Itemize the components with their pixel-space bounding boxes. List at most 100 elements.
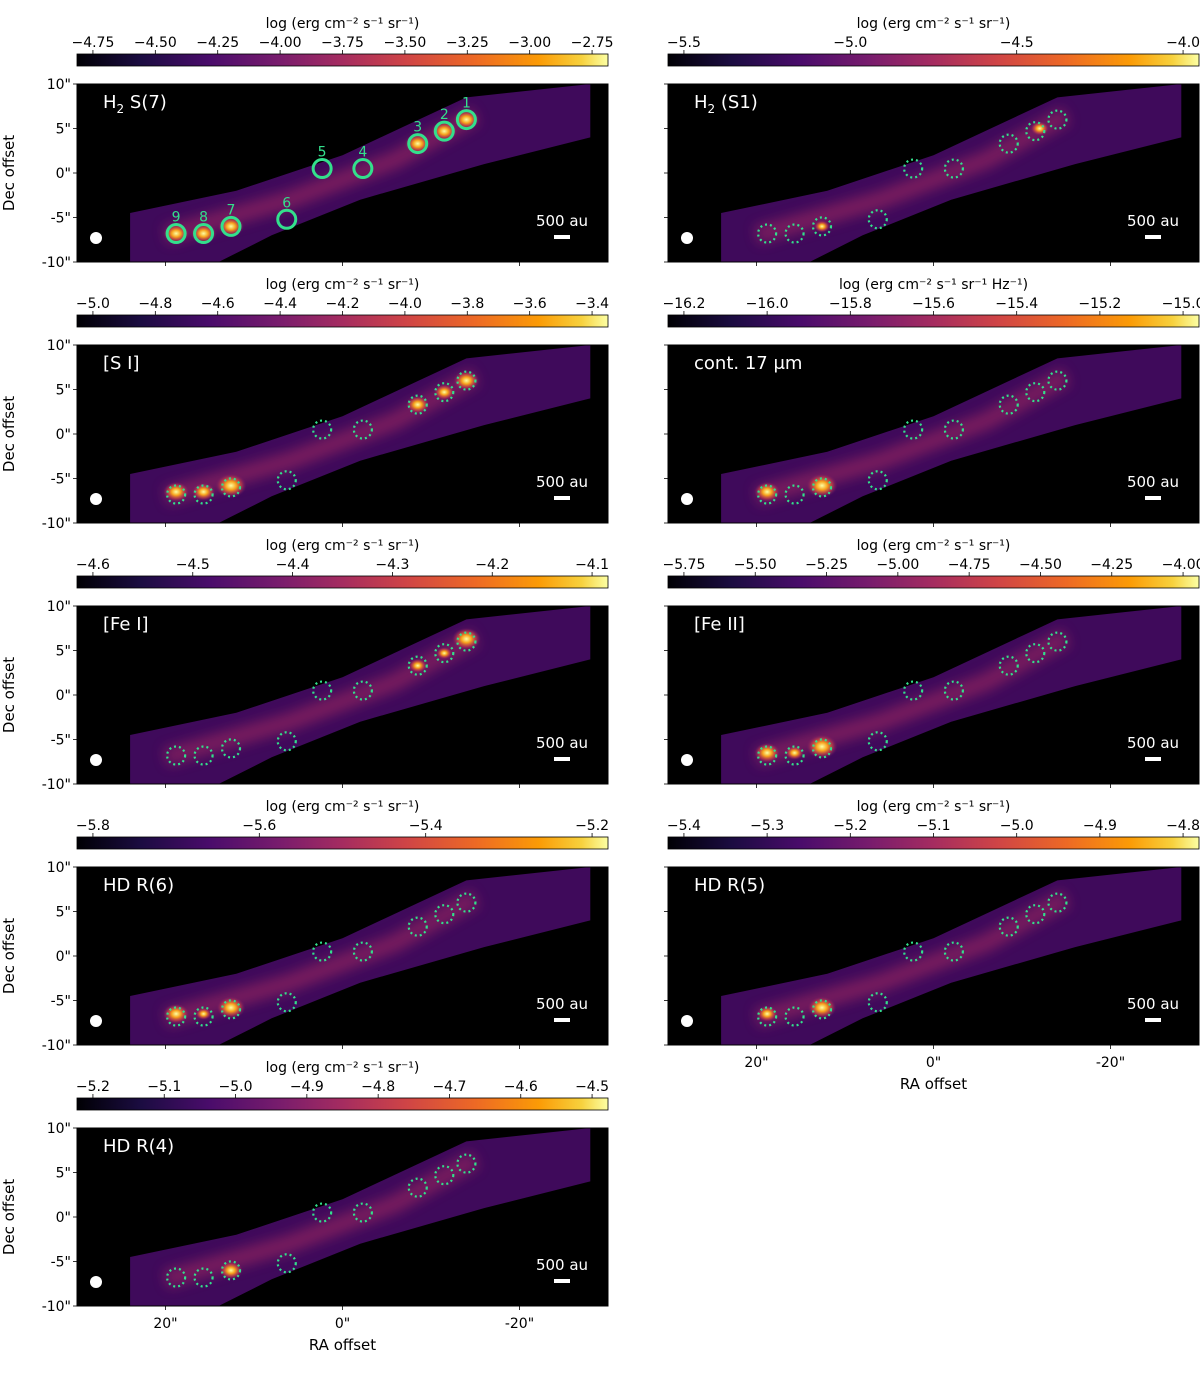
aperture-5 (903, 941, 924, 962)
panel-2: −5.5 −5.0 −4.5 −4.0 log (erg cm⁻² s⁻¹ sr⁻¹) H… (664, 16, 1200, 266)
panel-frame (76, 344, 609, 524)
panels-root: −4.75 −4.50 −4.25 −4.00 −3.75 −3.50 −3.25 −3.00… (0, 16, 1200, 1354)
colorbar-tick-label: −5.5 (667, 35, 701, 51)
y-axis-label: Dec offset (0, 657, 18, 733)
emission-knot (814, 220, 830, 233)
beam-marker (681, 232, 693, 244)
aperture-7 (811, 999, 833, 1020)
aperture-4 (943, 158, 964, 179)
aperture-label: 9 (172, 210, 181, 226)
aperture-5 (312, 419, 333, 440)
aperture-4 (943, 941, 964, 962)
colorbar-tick-label: −4.5 (575, 1079, 609, 1095)
scale-bar (554, 235, 570, 239)
colorbar-tick-label: −4.1 (575, 557, 609, 573)
y-tick-label: -10" (42, 516, 71, 532)
aperture-5 (903, 680, 924, 701)
aperture-9 (757, 745, 778, 766)
emission-knot (806, 473, 838, 498)
aperture-8 (784, 1006, 805, 1027)
y-tick-label: 10" (47, 1121, 71, 1137)
emission-knot (785, 745, 804, 760)
aperture-3 (998, 394, 1019, 415)
colorbar (667, 836, 1200, 850)
aperture-3 (407, 655, 428, 676)
y-tick-label: 5" (56, 1166, 71, 1182)
scale-bar (554, 1018, 570, 1022)
panel-6: −5.75 −5.50 −5.25 −5.00 −4.75 −4.50 −4.25 −4.00… (662, 538, 1200, 788)
scale-bar (1145, 235, 1161, 239)
aperture-5 (903, 419, 924, 440)
scale-bar-label: 500 au (536, 473, 588, 491)
emission-knot (806, 734, 838, 759)
colorbar-tick-label: −4.5 (176, 557, 210, 573)
colorbar-tick-label: −4.9 (1083, 818, 1117, 834)
y-axis-label: Dec offset (0, 918, 18, 994)
aperture-9 (166, 484, 187, 505)
aperture-5 (312, 1202, 333, 1223)
colorbar-tick-label: −4.25 (196, 35, 239, 51)
panel-9: −5.2 −5.1 −5.0 −4.9 −4.8 −4.7 −4.6 −4.5 log (erg… (0, 1060, 609, 1354)
y-tick-label: 0" (56, 427, 71, 443)
aperture-3 (407, 394, 428, 415)
colorbar-label: log (erg cm⁻² s⁻¹ sr⁻¹) (266, 1060, 420, 1076)
colorbar-tick-label: −5.4 (409, 818, 443, 834)
y-tick-label: -10" (42, 255, 71, 271)
aperture-label: 6 (282, 195, 291, 211)
panel-frame (76, 605, 609, 785)
panel-frame (76, 83, 609, 263)
colorbar-tick-label: −4.00 (1162, 557, 1200, 573)
scale-bar (1145, 496, 1161, 500)
colorbar-tick-label: −16.2 (662, 296, 705, 312)
colorbar-label: log (erg cm⁻² s⁻¹ sr⁻¹) (857, 16, 1011, 32)
colorbar (667, 575, 1200, 589)
panel-5: −4.6 −4.5 −4.4 −4.3 −4.2 −4.1 log (erg cm⁻² s⁻… (0, 538, 609, 793)
colorbar-label: log (erg cm⁻² s⁻¹ sr⁻¹) (266, 538, 420, 554)
aperture-7 (811, 477, 833, 498)
colorbar-tick-label: −5.00 (876, 557, 919, 573)
colorbar (76, 314, 609, 328)
colorbar-tick-label: −5.2 (575, 818, 609, 834)
aperture-8 (784, 223, 805, 244)
colorbar-tick-label: −15.2 (1078, 296, 1121, 312)
emission-knot (807, 996, 837, 1019)
emission-knot (195, 1007, 212, 1020)
aperture-7 (220, 477, 242, 498)
aperture-8 (784, 745, 805, 766)
y-tick-label: 5" (56, 905, 71, 921)
colorbar-label: log (erg cm⁻² s⁻¹ sr⁻¹) (266, 277, 420, 293)
panel-7: −5.8 −5.6 −5.4 −5.2 log (erg cm⁻² s⁻¹ sr⁻¹) H… (0, 799, 609, 1054)
aperture-6 (867, 731, 888, 752)
colorbar-tick-label: −4.50 (1019, 557, 1062, 573)
y-tick-label: 0" (56, 688, 71, 704)
aperture-4 (352, 419, 373, 440)
colorbar-tick-label: −4.5 (1000, 35, 1034, 51)
colorbar-label: log (erg cm⁻² s⁻¹ sr⁻¹) (266, 799, 420, 815)
aperture-5 (312, 680, 333, 701)
aperture-9 (166, 745, 187, 766)
scale-bar-label: 500 au (1127, 995, 1179, 1013)
beam-marker (90, 232, 102, 244)
emission-knot (756, 1005, 778, 1022)
colorbar-tick-label: −5.1 (147, 1079, 181, 1095)
colorbar-tick-label: −5.2 (833, 818, 867, 834)
colorbar-tick-label: −2.75 (571, 35, 614, 51)
aperture-3 (407, 133, 429, 155)
panel-label: [Fe I] (103, 614, 149, 635)
scale-bar-label: 500 au (536, 734, 588, 752)
beam-marker (681, 754, 693, 766)
y-axis-label: Dec offset (0, 135, 18, 211)
aperture-6 (276, 992, 297, 1013)
x-tick-label: -20" (505, 1316, 534, 1332)
colorbar-tick-label: −5.1 (917, 818, 951, 834)
emission-knot (219, 1261, 243, 1280)
aperture-7 (220, 1260, 242, 1281)
aperture-label: 3 (413, 120, 422, 136)
scale-bar (554, 1279, 570, 1283)
aperture-label: 1 (462, 96, 471, 112)
y-tick-label: 0" (56, 166, 71, 182)
aperture-label: 7 (227, 202, 236, 218)
colorbar-tick-label: −4.6 (504, 1079, 538, 1095)
panel-frame (667, 83, 1200, 263)
colorbar-tick-label: −5.25 (805, 557, 848, 573)
